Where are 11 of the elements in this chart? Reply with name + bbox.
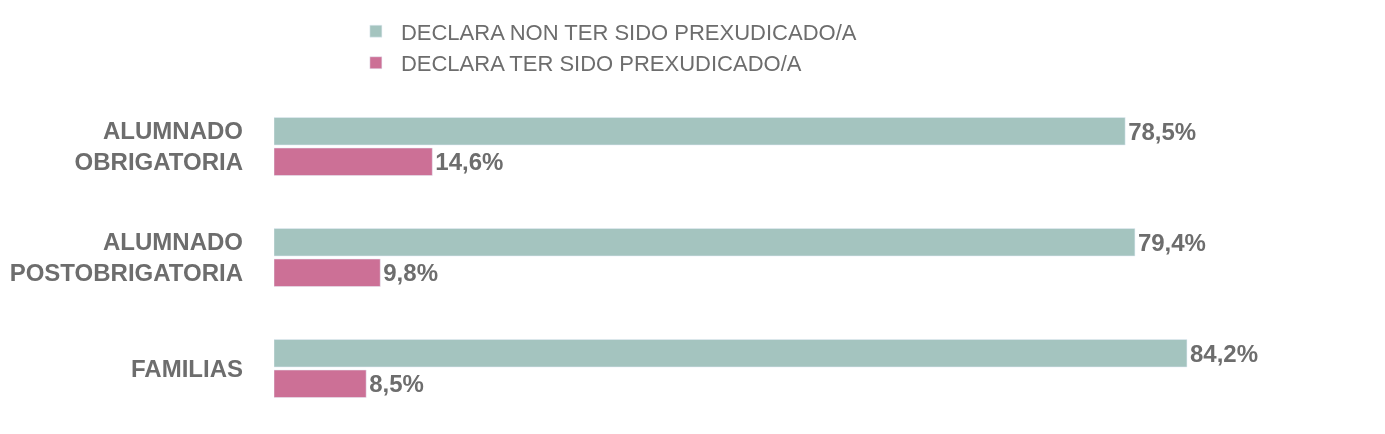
data-label: 84,2% — [1189, 339, 1259, 367]
legend-label: DECLARA NON TER SIDO PREXUDICADO/A — [400, 19, 857, 45]
y-tick-label: ALUMNADO POSTOBRIGATORIA — [9, 228, 243, 287]
data-label: 78,5% — [1128, 117, 1197, 145]
legend-label: DECLARA TER SIDO PREXUDICADO/A — [400, 51, 802, 77]
data-label: 14,6% — [435, 148, 504, 176]
data-label: 9,8% — [383, 259, 438, 287]
y-tick-label: ALUMNADO OBRIGATORIA — [74, 117, 243, 176]
data-label: 79,4% — [1137, 228, 1206, 256]
data-label: 8,5% — [369, 370, 424, 398]
y-tick-label: FAMILIAS — [131, 354, 243, 382]
